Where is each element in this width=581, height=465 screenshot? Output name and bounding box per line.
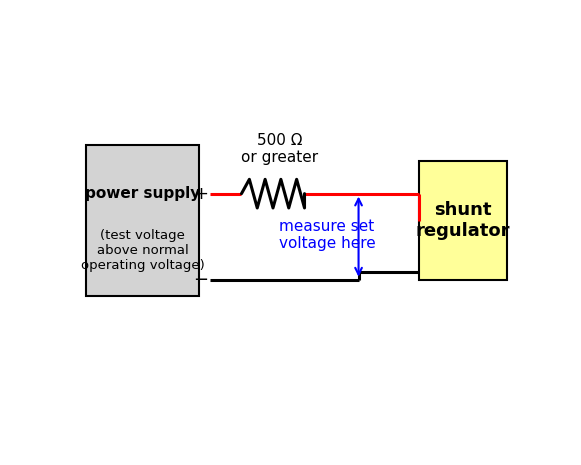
Text: shunt
regulator: shunt regulator — [416, 201, 510, 240]
Text: −: − — [193, 271, 209, 289]
FancyBboxPatch shape — [86, 146, 199, 296]
Text: (test voltage
above normal
operating voltage): (test voltage above normal operating vol… — [81, 229, 205, 272]
Text: measure set
voltage here: measure set voltage here — [279, 219, 375, 251]
Text: 500 Ω
or greater: 500 Ω or greater — [241, 133, 318, 165]
Text: power supply: power supply — [85, 186, 200, 201]
Text: +: + — [193, 185, 209, 203]
FancyBboxPatch shape — [419, 161, 507, 279]
